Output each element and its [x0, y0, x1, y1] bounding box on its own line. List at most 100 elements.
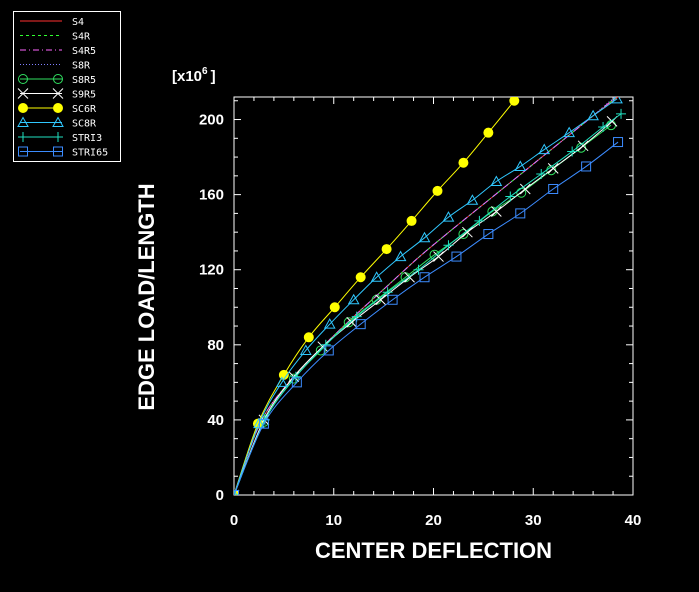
legend-label: S4 — [72, 17, 84, 28]
legend-marker-stri3 — [53, 132, 63, 142]
y-axis-title: EDGE LOAD/LENGTH — [134, 183, 159, 410]
data-point-sc8r — [490, 175, 503, 186]
y-multiplier-label: [x106] — [172, 66, 216, 85]
data-point-stri65 — [451, 251, 462, 262]
data-point-sc6r — [483, 127, 494, 138]
data-point-stri3 — [567, 146, 578, 157]
data-point-stri3 — [536, 168, 547, 179]
legend-marker-s9r5 — [52, 88, 64, 99]
data-point-sc8r — [466, 194, 479, 205]
legend-marker-sc6r — [53, 103, 63, 113]
data-point-stri65 — [419, 272, 430, 283]
series-line-sc8r — [234, 98, 618, 495]
data-point-s8r5 — [315, 345, 326, 356]
data-point-stri3 — [474, 215, 485, 226]
data-point-s9r5 — [433, 251, 444, 262]
data-point-sc6r — [432, 185, 443, 196]
legend-label: S8R — [72, 61, 91, 72]
data-point-stri65 — [613, 137, 624, 148]
series-line-s4r — [234, 97, 618, 495]
data-point-stri3 — [443, 240, 454, 251]
data-point-stri65 — [355, 319, 366, 330]
legend-label: SC6R — [72, 104, 97, 115]
data-point-s9r5 — [490, 206, 502, 217]
data-point-stri65 — [483, 229, 494, 240]
data-point-sc6r — [303, 332, 314, 343]
data-point-stri3 — [505, 191, 516, 202]
data-point-sc8r — [538, 143, 551, 155]
data-point-sc8r — [442, 211, 455, 222]
data-point-s9r5 — [375, 294, 386, 306]
data-point-sc8r — [611, 97, 623, 104]
data-point-s8r5 — [343, 317, 354, 328]
x-axis-title: CENTER DEFLECTION — [315, 538, 552, 563]
data-point-s8r5 — [288, 373, 299, 384]
plot-frame — [233, 96, 634, 496]
legend-label: STRI65 — [72, 148, 108, 159]
y-multiplier-base: [x10 — [172, 68, 202, 85]
legend-label: S8R5 — [72, 75, 96, 86]
series-layer — [234, 97, 627, 495]
legend-label: S9R5 — [72, 90, 96, 101]
legend-label: SC8R — [72, 119, 97, 130]
x-tick-label: 0 — [230, 512, 238, 529]
legend-marker-s8r5 — [53, 74, 63, 84]
y-tick-label: 200 — [199, 112, 224, 129]
x-tick-label: 40 — [625, 512, 642, 529]
data-point-stri3 — [320, 339, 331, 350]
data-point-sc8r — [563, 126, 576, 138]
data-point-sc8r — [347, 293, 360, 305]
data-point-sc6r — [509, 97, 520, 106]
data-point-sc8r — [418, 231, 431, 243]
data-point-sc6r — [355, 272, 366, 283]
legend-label: STRI3 — [72, 133, 102, 144]
legend-marker-sc8r — [52, 116, 64, 127]
data-point-stri65 — [258, 418, 269, 429]
legend-marker-sc8r — [17, 116, 29, 127]
data-point-sc8r — [370, 271, 383, 282]
legend-marker-s8r5 — [18, 74, 28, 84]
data-point-sc6r — [381, 244, 392, 255]
series-line-stri3 — [234, 113, 622, 495]
data-point-s9r5 — [519, 183, 531, 195]
data-point-stri3 — [616, 108, 627, 119]
data-point-sc6r — [458, 157, 469, 168]
series-line-s9r5 — [234, 121, 613, 495]
data-point-stri3 — [598, 122, 609, 133]
series-line-s8r — [234, 97, 616, 495]
data-point-stri65 — [548, 183, 559, 194]
data-point-sc8r — [587, 109, 599, 121]
y-tick-label: 80 — [207, 337, 224, 354]
data-point-stri3 — [290, 371, 301, 382]
data-point-s8r5 — [458, 229, 469, 240]
data-point-s9r5 — [577, 140, 589, 152]
legend-marker-stri3 — [18, 132, 28, 142]
data-point-sc8r — [514, 160, 527, 171]
data-point-sc8r — [299, 344, 312, 355]
x-tick-label: 10 — [325, 512, 342, 529]
data-point-s9r5 — [462, 226, 473, 238]
x-tick-label: 30 — [525, 512, 542, 529]
y-multiplier-exponent: 6 — [202, 66, 208, 77]
legend-label: S4R — [72, 32, 91, 43]
legend-label: S4R5 — [72, 46, 96, 57]
data-point-sc6r — [329, 302, 340, 313]
legend-box — [13, 11, 121, 162]
series-line-stri65 — [234, 141, 619, 495]
legend-marker-sc6r — [18, 103, 28, 113]
y-tick-label: 120 — [199, 262, 224, 279]
x-tick-label: 20 — [425, 512, 442, 529]
data-point-sc8r — [394, 250, 407, 262]
y-multiplier-close: ] — [211, 68, 216, 85]
data-point-s9r5 — [346, 316, 358, 328]
legend-marker-stri65 — [18, 146, 28, 157]
data-point-stri65 — [323, 345, 334, 356]
data-point-stri65 — [291, 377, 302, 388]
legend-marker-s9r5 — [17, 88, 29, 99]
series-line-s8r5 — [234, 124, 612, 495]
data-point-sc8r — [323, 318, 336, 329]
data-point-s9r5 — [547, 162, 559, 174]
y-tick-label: 160 — [199, 187, 224, 204]
data-point-stri65 — [387, 294, 398, 305]
